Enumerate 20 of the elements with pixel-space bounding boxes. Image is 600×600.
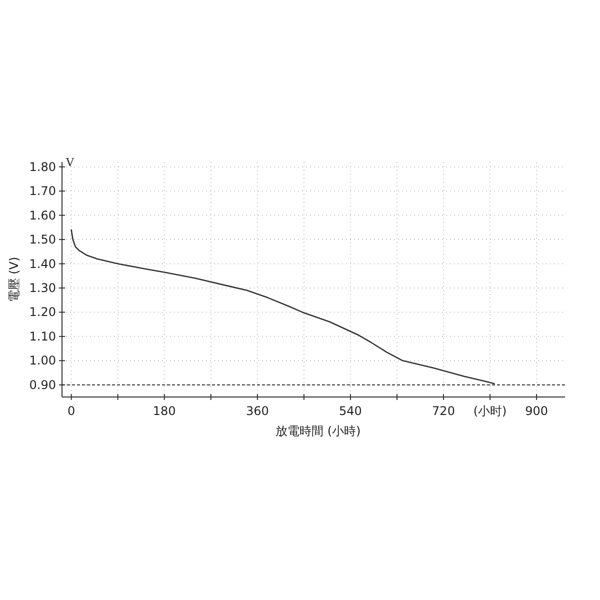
y-tick-label: 1.30 — [29, 280, 56, 295]
x-tick-label: 720 — [432, 404, 455, 418]
y-tick-label: 0.90 — [29, 378, 56, 392]
y-tick-label: 1.80 — [29, 160, 56, 174]
y-tick-label: 1.40 — [29, 256, 56, 271]
x-axis-title: 放電時間 (小時) — [276, 424, 361, 438]
y-tick-label: 1.60 — [29, 208, 56, 222]
x-tick-label: 360 — [246, 404, 269, 418]
x-tick-label: (小时) — [473, 404, 507, 418]
y-axis-title: 電壓 (V) — [7, 256, 21, 302]
y-tick-label: 1.00 — [29, 354, 56, 368]
x-tick-label: 180 — [152, 404, 176, 418]
annotation: V — [65, 156, 75, 169]
y-tick-label: 1.50 — [29, 232, 56, 247]
y-tick-label: 1.10 — [29, 329, 56, 344]
x-tick-label: 0 — [67, 404, 76, 418]
y-tick-label: 1.20 — [29, 305, 56, 320]
y-tick-label: 1.70 — [29, 184, 56, 198]
x-tick-label: 900 — [525, 404, 548, 418]
x-tick-label: 540 — [339, 404, 362, 418]
